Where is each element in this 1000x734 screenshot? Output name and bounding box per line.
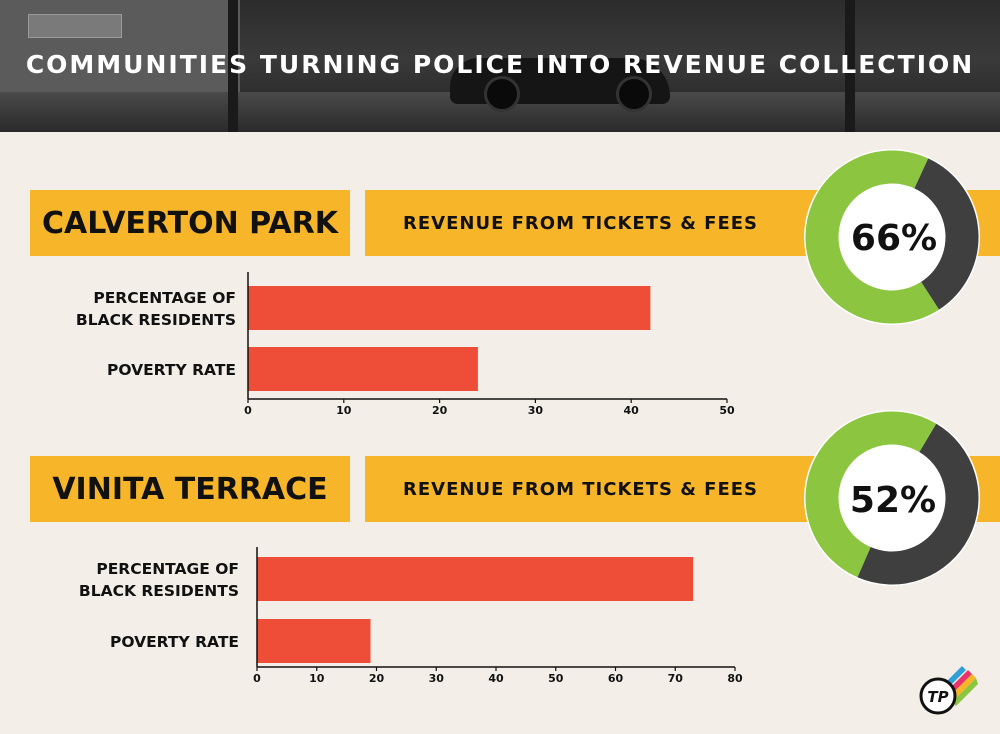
x-tick-label: 50: [719, 404, 735, 417]
donut-slice-revenue: [805, 411, 937, 578]
donut-chart-calverton-park: 66%: [804, 149, 980, 325]
donut-slice-revenue: [805, 150, 939, 324]
community-name: CALVERTON PARK: [41, 205, 338, 241]
x-tick-label: 20: [432, 404, 448, 417]
header-banner: COMMUNITIES TURNING POLICE INTO REVENUE …: [0, 0, 1000, 132]
svg-text:TP: TP: [927, 688, 948, 706]
donut-chart-vinita-terrace: 52%: [804, 410, 980, 586]
x-tick-label: 40: [624, 404, 640, 417]
bar-chart-vinita-terrace: PERCENTAGE OF BLACK RESIDENTS POVERTY RATE…: [79, 547, 743, 685]
community-name-banner: VINITA TERRACE: [30, 456, 350, 522]
category-label: PERCENTAGE OF BLACK RESIDENTS: [76, 289, 236, 329]
x-tick-label: 50: [548, 672, 564, 685]
x-tick-label: 30: [429, 672, 445, 685]
page-title: COMMUNITIES TURNING POLICE INTO REVENUE …: [25, 50, 975, 79]
donut-slice-other: [857, 423, 979, 585]
donut-center-label: 52%: [850, 480, 936, 521]
car-wheel: [484, 76, 520, 112]
category-label: POVERTY RATE: [110, 633, 239, 651]
bar: [257, 619, 371, 663]
x-tick-label: 10: [336, 404, 352, 417]
think-progress-logo-icon: TP: [919, 666, 978, 715]
x-tick-label: 80: [727, 672, 743, 685]
bar: [248, 347, 478, 391]
bar: [248, 286, 651, 330]
header-photo-car: [450, 58, 670, 112]
header-photo-sign: [28, 14, 122, 38]
donut-slice-other: [913, 158, 979, 310]
bar-chart-calverton-park: PERCENTAGE OF BLACK RESIDENTS POVERTY RATE…: [76, 272, 735, 417]
x-tick-label: 30: [528, 404, 544, 417]
community-name: VINITA TERRACE: [52, 471, 328, 507]
x-tick-label: 40: [488, 672, 504, 685]
x-tick-label: 0: [253, 672, 261, 685]
x-tick-label: 20: [369, 672, 385, 685]
category-label: PERCENTAGE OF BLACK RESIDENTS: [79, 560, 239, 600]
x-tick-label: 70: [668, 672, 684, 685]
bar: [257, 557, 694, 601]
revenue-label: REVENUE FROM TICKETS & FEES: [403, 478, 759, 500]
category-label: POVERTY RATE: [107, 361, 236, 379]
header-photo-pole: [228, 0, 238, 132]
x-tick-label: 0: [244, 404, 252, 417]
x-tick-label: 60: [608, 672, 624, 685]
donut-center-label: 66%: [851, 218, 937, 259]
car-wheel: [616, 76, 652, 112]
x-tick-label: 10: [309, 672, 325, 685]
community-name-banner: CALVERTON PARK: [30, 190, 350, 256]
revenue-label: REVENUE FROM TICKETS & FEES: [403, 212, 759, 234]
header-photo-pole: [845, 0, 855, 132]
